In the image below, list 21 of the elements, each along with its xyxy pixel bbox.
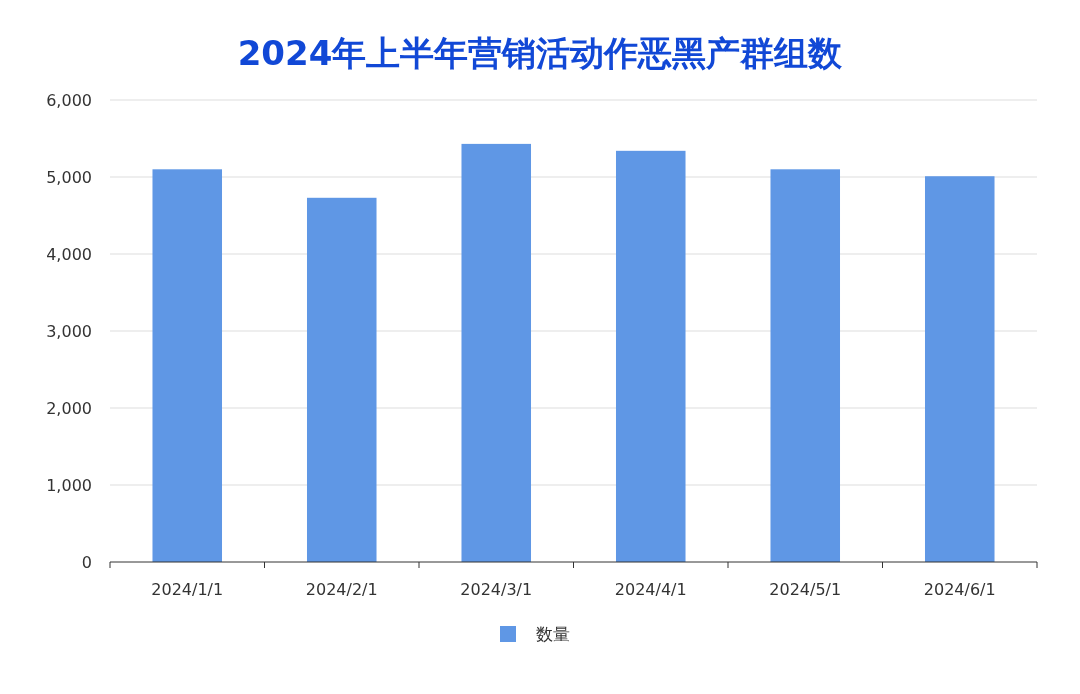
x-tick-label: 2024/6/1	[923, 580, 996, 599]
bar	[152, 169, 223, 562]
x-tick-label: 2024/2/1	[305, 580, 378, 599]
y-tick-label: 3,000	[46, 322, 92, 341]
bar	[306, 197, 377, 562]
y-tick-label: 0	[81, 553, 92, 572]
y-tick-label: 6,000	[46, 91, 92, 110]
bar	[924, 176, 995, 562]
x-tick-label: 2024/4/1	[614, 580, 687, 599]
y-tick-label: 4,000	[46, 245, 92, 264]
x-tick-label: 2024/5/1	[769, 580, 842, 599]
bar	[770, 169, 841, 562]
bar	[461, 143, 532, 562]
y-tick-label: 1,000	[46, 476, 92, 495]
y-tick-label: 2,000	[46, 399, 92, 418]
legend-label: 数量	[536, 624, 570, 644]
x-tick-label: 2024/3/1	[460, 580, 533, 599]
x-tick-label: 2024/1/1	[151, 580, 224, 599]
y-tick-label: 5,000	[46, 168, 92, 187]
bar	[615, 150, 686, 562]
chart-title: 2024年上半年营销活动作恶黑产群组数	[237, 33, 844, 73]
